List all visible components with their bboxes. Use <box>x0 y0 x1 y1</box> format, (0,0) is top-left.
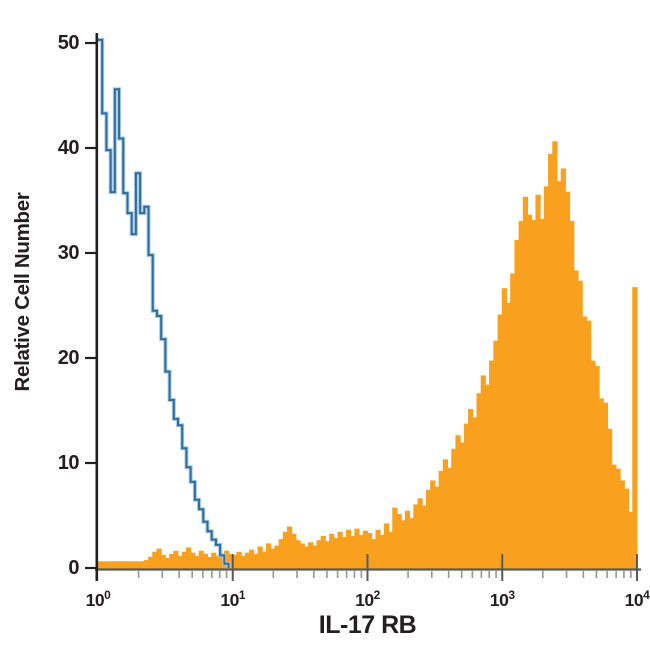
y-axis-tick-label: 30 <box>58 242 80 264</box>
x-axis-title: IL-17 RB <box>318 611 417 639</box>
y-axis-tick-label: 20 <box>58 347 80 369</box>
x-axis-tick-label: 102 <box>355 588 380 610</box>
x-axis-tick-label: 101 <box>220 588 245 610</box>
y-axis-tick-label: 0 <box>68 557 79 579</box>
x-axis-tick-label: 104 <box>625 588 650 610</box>
y-axis-title: Relative Cell Number <box>11 192 34 392</box>
control-histogram-halo <box>98 37 231 568</box>
y-axis-tick-label: 10 <box>58 452 80 474</box>
y-axis-tick-label: 40 <box>58 137 80 159</box>
y-axis-tick-label: 50 <box>58 32 80 54</box>
x-axis-tick-label: 103 <box>490 588 515 610</box>
control-histogram <box>98 38 230 568</box>
x-axis-tick-label: 100 <box>86 588 111 610</box>
stained-histogram <box>97 141 638 569</box>
